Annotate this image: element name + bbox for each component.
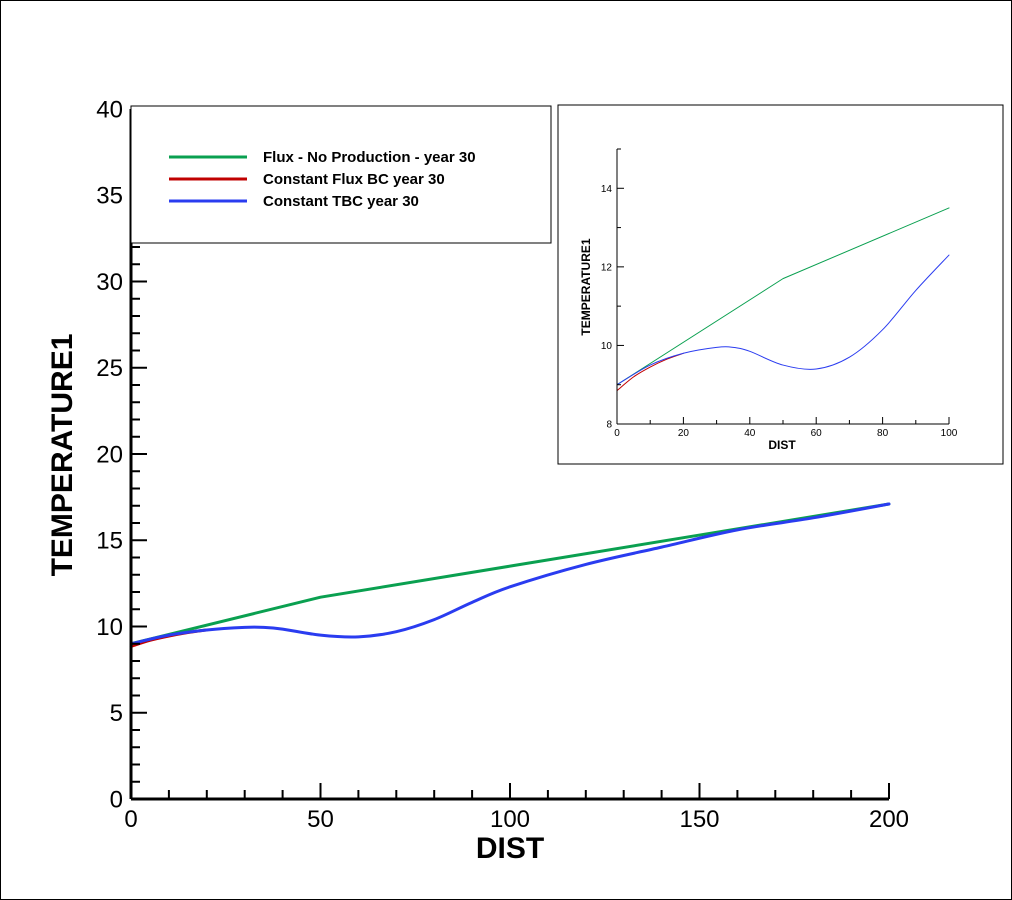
legend-items: Flux - No Production - year 30 Constant F… [169,149,476,210]
main-x-tick-label: 100 [490,806,530,833]
inset-x-tick-label: 20 [678,428,690,439]
main-y-tick-label: 0 [110,786,123,813]
main-series-group [129,502,891,648]
main-x-tick-label: 0 [124,806,137,833]
main-y-tick-label: 40 [96,96,123,123]
inset-y-axis-title: TEMPERATURE1 [579,238,593,335]
main-y-tick-label: 35 [96,183,123,210]
main-x-tick-label: 150 [679,806,719,833]
inset-series-line-2 [616,352,684,392]
inset-x-tick-label: 40 [744,428,756,439]
legend-label-3: Constant TBC year 30 [263,193,419,210]
inset-series-line-3 [616,254,950,386]
inset-series-line-1 [616,207,950,386]
legend-label-2: Constant Flux BC year 30 [263,171,445,188]
main-x-axis-title: DIST [476,832,544,865]
legend-box [130,105,552,244]
inset-x-tick-label: 100 [941,428,958,439]
inset-frame [557,104,1004,465]
inset-plot: 0 20 40 60 80 100 8 10 12 14 DIST TEMPERATURE1 [557,104,1004,465]
main-y-axis-title: TEMPERATURE1 [46,334,79,577]
inset-y-tick-label: 8 [606,420,612,431]
inset-axes: 0 20 40 60 80 100 8 10 12 14 [601,148,958,439]
inset-y-tick-label: 12 [601,262,613,273]
inset-series-group [616,207,950,392]
main-y-tick-label: 5 [110,700,123,727]
main-y-tick-label: 30 [96,269,123,296]
main-y-tick-label: 15 [96,528,123,555]
inset-x-tick-label: 80 [877,428,889,439]
main-x-tick-label: 50 [307,806,334,833]
inset-x-tick-label: 60 [811,428,823,439]
inset-x-tick-label: 0 [614,428,620,439]
main-y-tick-label: 25 [96,355,123,382]
main-y-tick-label: 20 [96,441,123,468]
inset-y-tick-label: 14 [601,184,613,195]
inset-x-axis-title: DIST [768,438,796,452]
inset-y-tick-label: 10 [601,341,613,352]
main-x-tick-label: 200 [869,806,909,833]
main-y-tick-label: 10 [96,614,123,641]
main-series-line-3 [129,502,891,646]
legend-label-1: Flux - No Production - year 30 [263,149,476,166]
legend: Flux - No Production - year 30 Constant F… [130,105,552,244]
